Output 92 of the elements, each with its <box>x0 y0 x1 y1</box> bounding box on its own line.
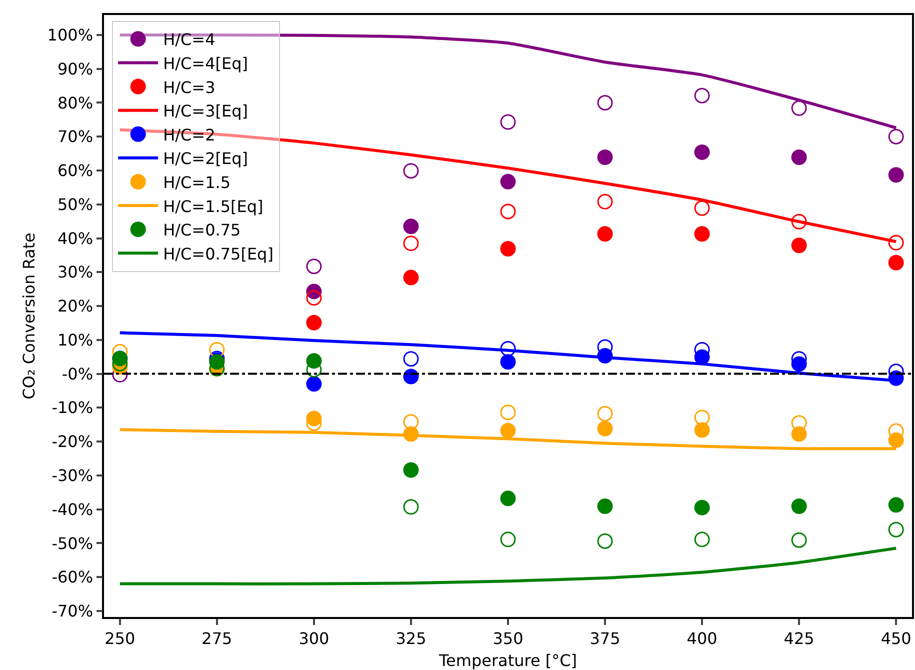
x-tick-label: 250 <box>104 628 136 648</box>
point <box>403 236 419 252</box>
y-tick-label: -50% <box>52 534 94 553</box>
point <box>597 420 613 436</box>
point <box>597 94 613 110</box>
point <box>888 128 904 144</box>
point <box>694 200 710 216</box>
point <box>306 376 322 392</box>
point <box>403 462 419 478</box>
x-tick-label: 325 <box>396 628 426 648</box>
point <box>694 532 710 548</box>
y-tick-label: 100% <box>47 26 94 45</box>
legend-label: H/C=4[Eq] <box>163 54 248 73</box>
point <box>791 150 807 166</box>
point <box>888 167 904 183</box>
y-tick-label: 50% <box>57 194 94 214</box>
point <box>403 270 419 286</box>
point <box>791 426 807 442</box>
point <box>500 404 516 420</box>
x-tick-label: 450 <box>880 628 912 648</box>
legend-label: H/C=2 <box>163 125 216 144</box>
legend-label: H/C=4 <box>163 30 216 50</box>
point <box>500 490 516 506</box>
point <box>500 241 516 256</box>
point <box>306 258 322 274</box>
legend-label: H/C=1.5 <box>163 172 231 192</box>
point <box>888 254 904 270</box>
point <box>694 410 710 426</box>
y-axis-title: CO₂ Conversion Rate <box>20 232 39 400</box>
point <box>500 204 516 220</box>
y-tick-label: 30% <box>57 262 94 282</box>
y-tick-label: -10% <box>52 398 94 418</box>
point <box>500 114 516 130</box>
point <box>597 150 613 166</box>
point <box>694 226 710 242</box>
point <box>694 500 710 516</box>
x-tick-label: 300 <box>298 628 330 648</box>
point <box>306 314 322 330</box>
point <box>597 406 613 422</box>
x-tick-label: 350 <box>492 628 524 648</box>
y-tick-label: 20% <box>57 296 94 316</box>
point <box>500 340 516 356</box>
y-tick-label: 80% <box>57 93 94 112</box>
x-tick-label: 400 <box>686 628 718 648</box>
y-tick-label: -70% <box>52 602 94 620</box>
point <box>403 163 419 179</box>
point <box>500 422 516 438</box>
legend-label: H/C=0.75 <box>163 220 241 240</box>
y-tick-label: -60% <box>52 568 94 587</box>
point <box>597 194 613 210</box>
point <box>500 532 516 548</box>
point <box>791 532 807 548</box>
point <box>597 533 613 549</box>
y-tick-label: 60% <box>57 161 94 180</box>
point <box>403 351 419 367</box>
point <box>209 342 225 358</box>
legend-label: H/C=3 <box>163 78 216 97</box>
x-axis-title: Temperature [°C] <box>438 651 578 670</box>
point <box>597 226 613 242</box>
point <box>791 100 807 116</box>
point <box>597 498 613 514</box>
y-tick-label: -20% <box>52 432 94 452</box>
point <box>888 497 904 513</box>
point <box>791 214 807 230</box>
y-tick-label: -40% <box>52 500 94 519</box>
y-tick-label: 10% <box>57 330 94 350</box>
line-series <box>118 546 898 586</box>
x-tick-label: 375 <box>590 628 620 648</box>
legend-label: H/C=0.75[Eq] <box>163 244 274 264</box>
point <box>500 354 516 370</box>
y-tick-label: -0% <box>62 364 94 384</box>
point <box>306 290 322 306</box>
point <box>694 144 710 160</box>
x-tick-label: 425 <box>784 628 814 648</box>
y-tick-label: 90% <box>57 59 94 78</box>
point <box>791 498 807 514</box>
point <box>403 414 419 430</box>
x-tick-label: 275 <box>202 628 232 648</box>
y-tick-label: -30% <box>52 466 94 485</box>
legend-label: H/C=2[Eq] <box>163 149 248 168</box>
legend-label: H/C=3[Eq] <box>163 102 248 121</box>
point <box>403 499 419 515</box>
point <box>694 88 710 104</box>
point <box>888 234 904 250</box>
point <box>888 522 904 538</box>
point <box>403 218 419 234</box>
y-tick-label: 40% <box>57 228 94 248</box>
legend-label: H/C=1.5[Eq] <box>163 196 264 216</box>
point <box>791 238 807 254</box>
point <box>694 422 710 438</box>
y-tick-label: 70% <box>57 127 94 146</box>
point <box>500 174 516 190</box>
